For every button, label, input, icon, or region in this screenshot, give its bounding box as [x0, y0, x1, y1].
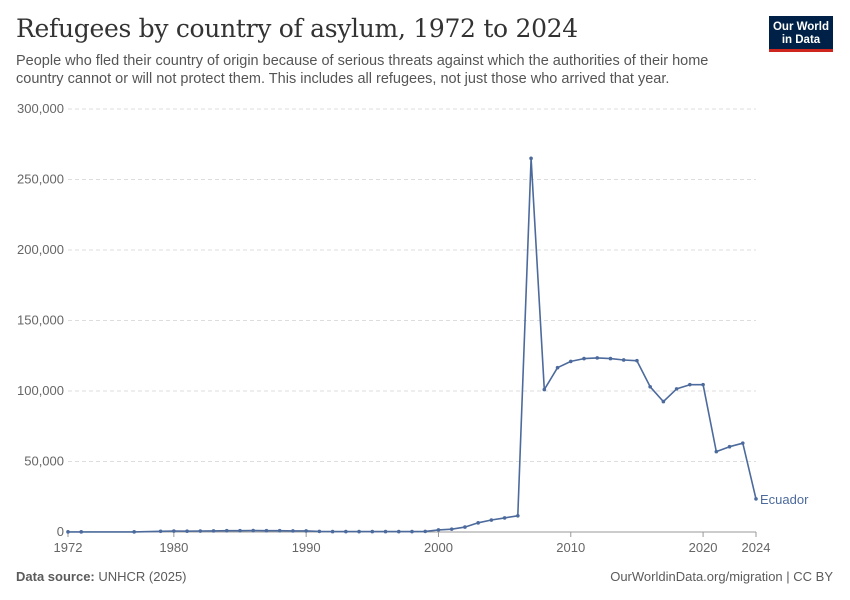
data-source-value: UNHCR (2025) [98, 569, 187, 584]
data-point[interactable] [449, 527, 454, 531]
y-tick-label: 150,000 [17, 313, 64, 328]
data-point[interactable] [555, 365, 560, 370]
data-point[interactable] [635, 358, 639, 363]
data-point[interactable] [238, 528, 242, 533]
owid-logo[interactable]: Our World in Data [769, 16, 833, 52]
y-tick-label: 200,000 [17, 242, 64, 257]
series-group: Ecuador [66, 156, 809, 534]
x-tick-label: 2000 [424, 540, 453, 555]
data-point[interactable] [158, 529, 163, 534]
data-point[interactable] [701, 382, 705, 387]
chart-title: Refugees by country of asylum, 1972 to 2… [16, 14, 578, 43]
data-point[interactable] [251, 528, 256, 533]
data-point[interactable] [476, 521, 480, 525]
x-tick-label: 1990 [292, 540, 321, 555]
series-line-ecuador[interactable] [68, 157, 757, 533]
data-point[interactable] [410, 529, 414, 534]
data-point[interactable] [621, 358, 626, 362]
logo-line-1: Our World [772, 21, 829, 33]
data-point[interactable] [463, 525, 467, 529]
data-point[interactable] [595, 356, 600, 360]
data-point[interactable] [317, 529, 322, 534]
data-point[interactable] [66, 530, 70, 534]
data-point[interactable] [489, 518, 494, 522]
data-point[interactable] [502, 516, 507, 520]
chart-subtitle: People who fled their country of origin … [16, 53, 709, 87]
data-point[interactable] [277, 528, 282, 533]
grid-lines [68, 108, 756, 462]
data-point[interactable] [396, 529, 401, 534]
data-point[interactable] [516, 513, 520, 518]
data-point[interactable] [185, 529, 189, 533]
x-tick-label: 1972 [54, 540, 83, 555]
x-tick-label: 2010 [556, 540, 585, 555]
y-tick-label: 300,000 [17, 101, 64, 116]
y-tick-label: 250,000 [17, 172, 64, 187]
data-point[interactable] [211, 529, 216, 533]
data-point[interactable] [79, 530, 84, 534]
data-point[interactable] [674, 387, 679, 391]
y-tick-label: 50,000 [24, 454, 64, 469]
data-point[interactable] [661, 399, 666, 404]
data-point[interactable] [291, 529, 295, 533]
data-point[interactable] [542, 387, 547, 392]
data-point[interactable] [172, 529, 176, 533]
x-tick-label: 2024 [742, 540, 771, 555]
data-point[interactable] [529, 156, 533, 161]
data-point[interactable] [582, 356, 586, 361]
x-axis: 1972 1980 1990 2000 2010 2020 2024 [54, 531, 771, 555]
y-axis-tick-labels: 0 50,000 100,000 150,000 200,000 250,000 300,0… [17, 101, 64, 539]
data-point[interactable] [304, 529, 308, 533]
data-source-label: Data source: [16, 569, 95, 584]
data-point[interactable] [436, 528, 441, 532]
data-point[interactable] [264, 528, 269, 533]
data-point[interactable] [727, 444, 732, 449]
logo-line-2: in Data [781, 34, 821, 46]
series-label[interactable]: Ecuador [760, 492, 809, 507]
data-point[interactable] [423, 529, 428, 534]
x-tick-label: 1980 [159, 540, 188, 555]
y-tick-label: 0 [57, 524, 64, 539]
data-point[interactable] [370, 529, 375, 534]
x-tick-label: 2020 [689, 540, 718, 555]
data-point[interactable] [198, 529, 203, 533]
data-point[interactable] [688, 382, 692, 387]
data-point[interactable] [344, 529, 348, 534]
data-point[interactable] [224, 528, 229, 533]
data-point[interactable] [714, 449, 719, 454]
data-point[interactable] [132, 530, 136, 534]
data-point[interactable] [648, 384, 652, 389]
data-point[interactable] [330, 529, 335, 534]
data-point[interactable] [568, 359, 573, 364]
data-point[interactable] [754, 497, 758, 501]
data-point[interactable] [740, 441, 745, 445]
data-point[interactable] [357, 529, 361, 534]
y-tick-label: 100,000 [17, 383, 64, 398]
data-source: Data source: UNHCR (2025) [16, 569, 187, 584]
credit-link[interactable]: OurWorldinData.org/migration | CC BY [610, 569, 833, 584]
data-point[interactable] [608, 356, 613, 361]
data-point[interactable] [383, 529, 388, 534]
